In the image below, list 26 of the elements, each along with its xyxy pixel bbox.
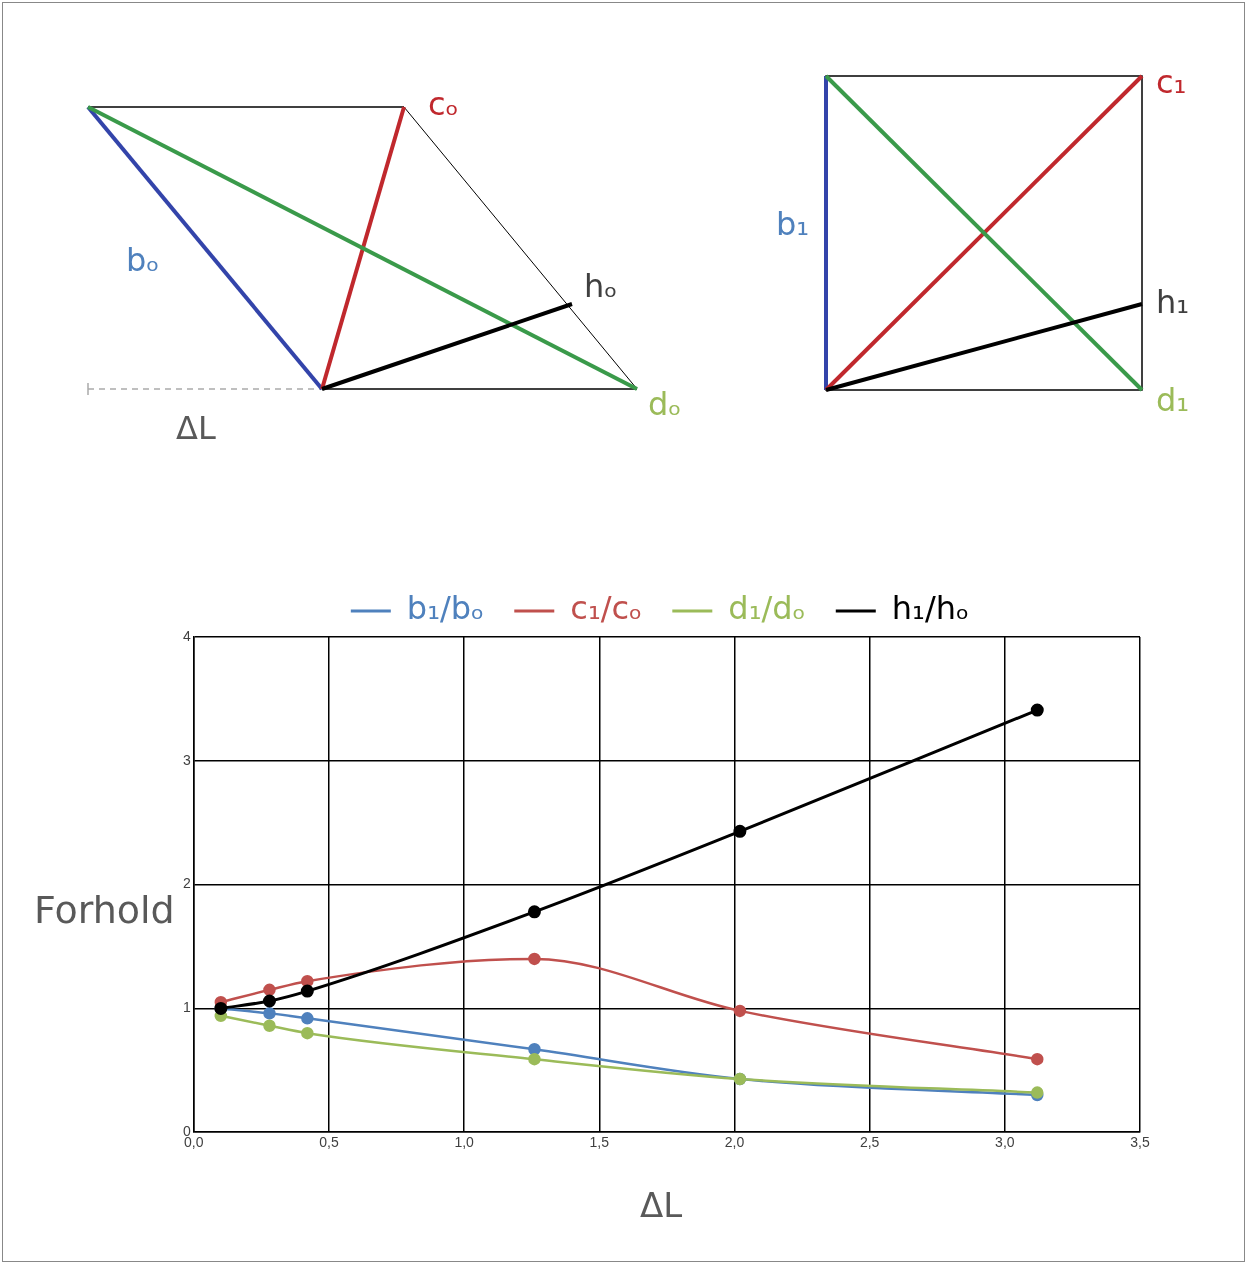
text: b₁ bbox=[776, 205, 810, 243]
text: dₒ bbox=[648, 385, 682, 423]
x-tick-label: 3,5 bbox=[1130, 1134, 1150, 1151]
x-tick-label: 1,0 bbox=[454, 1134, 475, 1151]
x-axis-title: ΔL bbox=[640, 1185, 683, 1225]
x-tick-label: 2,5 bbox=[859, 1134, 880, 1151]
text: d₁ bbox=[1156, 381, 1190, 419]
legend-label: c₁/cₒ bbox=[570, 589, 643, 628]
legend-label: b₁/bₒ bbox=[406, 589, 485, 628]
x-tick-label: 0,5 bbox=[319, 1134, 339, 1151]
text: hₒ bbox=[584, 267, 618, 305]
text: cₒ bbox=[428, 85, 459, 123]
y-tick-label: 3 bbox=[182, 751, 191, 768]
text: ΔL bbox=[176, 409, 216, 447]
x-tick-label: 1,5 bbox=[589, 1134, 610, 1151]
text: c₁ bbox=[1156, 63, 1187, 101]
legend-label: h₁/hₒ bbox=[891, 589, 970, 628]
y-tick-label: 4 bbox=[182, 627, 191, 644]
x-tick-label: 3,0 bbox=[995, 1134, 1015, 1151]
x-tick-label: 2,0 bbox=[724, 1134, 745, 1151]
legend-label: d₁/dₒ bbox=[728, 589, 806, 628]
text: h₁ bbox=[1156, 283, 1190, 321]
y-tick-label: 2 bbox=[182, 875, 191, 892]
text: bₒ bbox=[126, 241, 160, 279]
y-tick-label: 1 bbox=[182, 999, 191, 1016]
y-axis-title: Forhold bbox=[34, 888, 175, 932]
